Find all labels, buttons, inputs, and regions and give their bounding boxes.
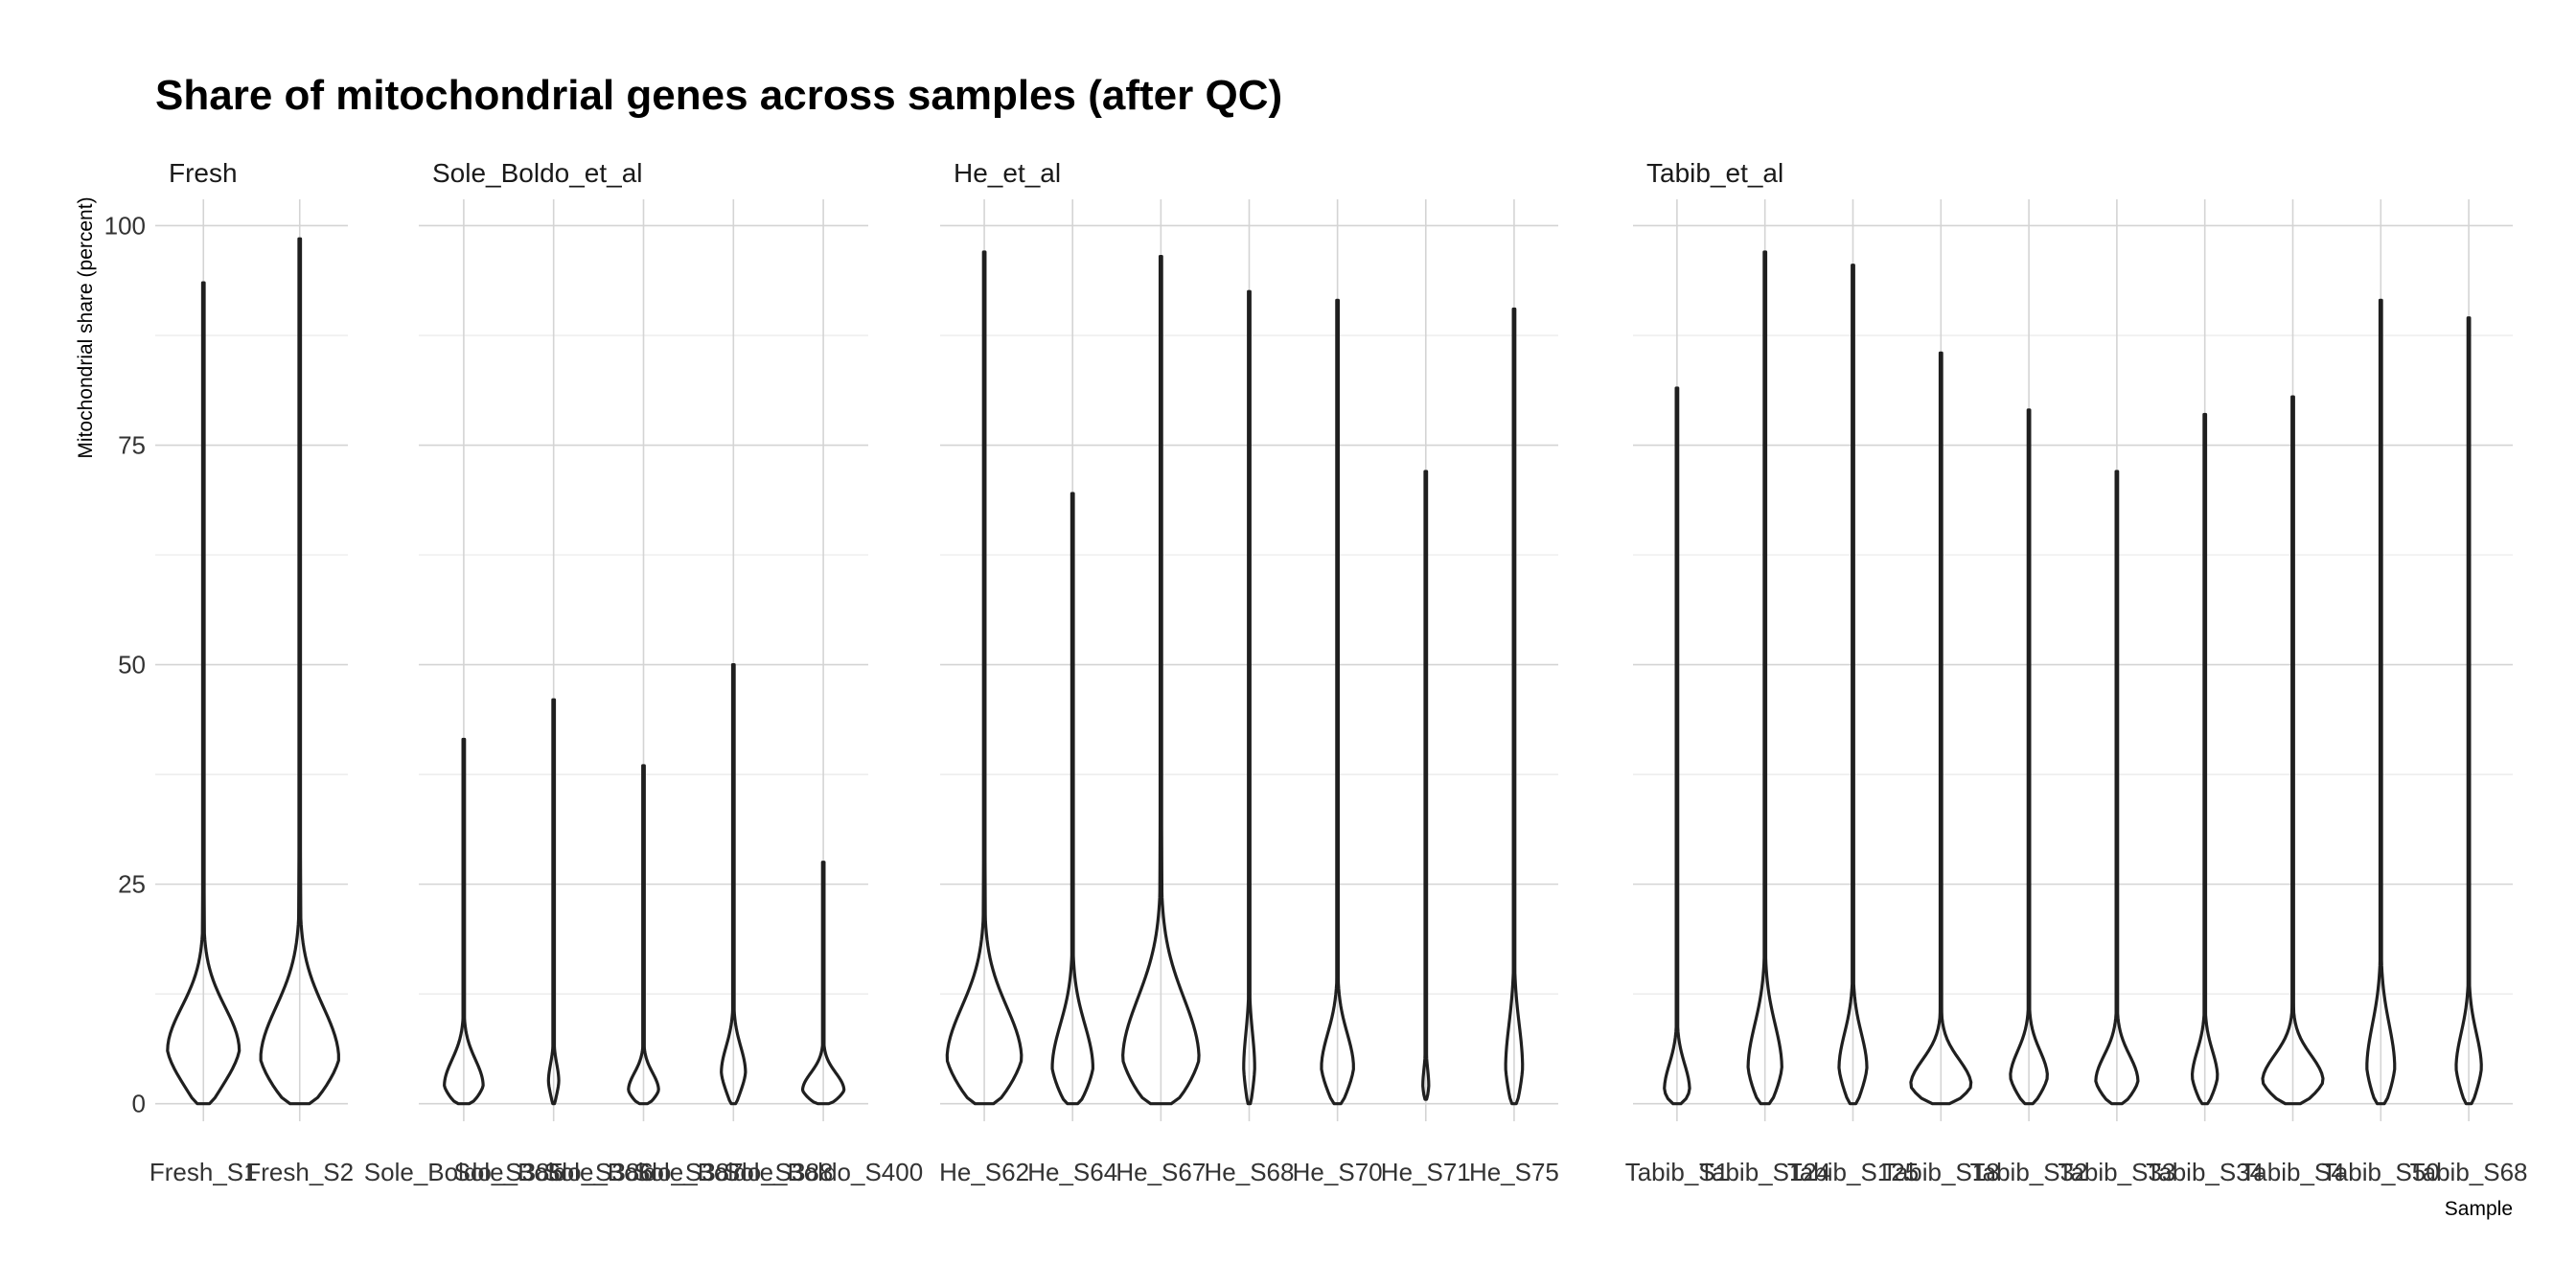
violin-Sole_Boldo_S400 [800,861,846,1106]
violin-He_S70 [1320,298,1355,1106]
chart-title: Share of mitochondrial genes across samp… [155,72,1282,119]
facet-panel: He_et_alHe_S62He_S64He_S67He_S68He_S70He… [939,158,1559,1186]
x-tick-label: He_S62 [939,1158,1029,1186]
x-tick-label: He_S75 [1469,1158,1559,1186]
y-tick-label: 50 [118,651,146,679]
violin-Tabib_S33 [2094,470,2140,1106]
x-tick-label: Sole_Boldo_S400 [724,1158,923,1186]
violin-Sole_Boldo_S387 [627,764,660,1106]
x-tick-label: Tabib_S34 [2146,1158,2264,1186]
facet-panel: Sole_Boldo_et_alSole_Boldo_S385Sole_Bold… [364,158,923,1186]
x-tick-label: Fresh_S1 [150,1158,258,1186]
violin-He_S67 [1121,254,1201,1106]
facet-strip-label: He_et_al [954,158,1061,188]
x-tick-label: Sole_Boldo_S387 [543,1158,743,1186]
x-tick-label: He_S68 [1205,1158,1295,1186]
x-tick-label: Sole_Boldo_S388 [633,1158,833,1186]
x-tick-label: He_S71 [1381,1158,1471,1186]
facet-strip-label: Tabib_et_al [1646,158,1783,188]
violin-Tabib_S32 [2009,408,2049,1106]
violin-Tabib_S68 [2454,316,2483,1106]
violin-He_S62 [945,250,1024,1106]
x-tick-label: Sole_Boldo_S386 [454,1158,654,1186]
x-tick-label: He_S70 [1293,1158,1383,1186]
violin-Sole_Boldo_S386 [546,698,561,1106]
violin-He_S64 [1050,492,1094,1106]
x-tick-label: Tabib_S32 [1970,1158,2088,1186]
x-tick-label: Tabib_S50 [2322,1158,2440,1186]
x-tick-label: He_S67 [1116,1158,1206,1186]
violin-Tabib_S50 [2365,298,2397,1106]
x-tick-label: He_S64 [1027,1158,1117,1186]
violin-He_S68 [1242,289,1256,1106]
violin-He_S75 [1504,307,1525,1106]
y-tick-label: 0 [132,1090,146,1118]
x-tick-label: Tabib_S124 [1699,1158,1830,1186]
violin-Tabib_S1 [1663,386,1691,1106]
x-axis-label: Sample [2445,1198,2513,1220]
facet-strip-label: Fresh [169,158,238,188]
violin-Fresh_S2 [259,237,340,1106]
x-tick-label: Tabib_S68 [2410,1158,2528,1186]
x-tick-label: Sole_Boldo_S385 [364,1158,564,1186]
violin-Tabib_S124 [1746,250,1783,1106]
violin-He_S71 [1421,470,1431,1101]
x-tick-label: Tabib_S4 [2241,1158,2344,1186]
y-tick-label: 25 [118,870,146,899]
violin-Fresh_S1 [166,281,242,1106]
x-tick-label: Tabib_S125 [1787,1158,1919,1186]
x-tick-label: Tabib_S33 [2058,1158,2175,1186]
violin-Sole_Boldo_S385 [443,737,485,1106]
violin-Tabib_S34 [2190,412,2220,1106]
violin-Tabib_S18 [1909,351,1973,1106]
facet-strip-label: Sole_Boldo_et_al [432,158,643,188]
facet-panel: Tabib_et_alTabib_S1Tabib_S124Tabib_S125T… [1625,158,2528,1186]
violin-Sole_Boldo_S388 [720,662,748,1106]
x-tick-label: Tabib_S1 [1625,1158,1729,1186]
x-tick-label: Tabib_S18 [1882,1158,2000,1186]
violin-Tabib_S125 [1837,264,1869,1106]
y-tick-label: 75 [118,431,146,460]
x-tick-label: Fresh_S2 [245,1158,354,1186]
violin-Tabib_S4 [2261,395,2325,1106]
y-axis-ticks: 0 25 50 75 100 [104,211,146,1117]
y-axis-label: Mitochondrial share (percent) [75,196,97,458]
y-tick-label: 100 [104,211,146,240]
